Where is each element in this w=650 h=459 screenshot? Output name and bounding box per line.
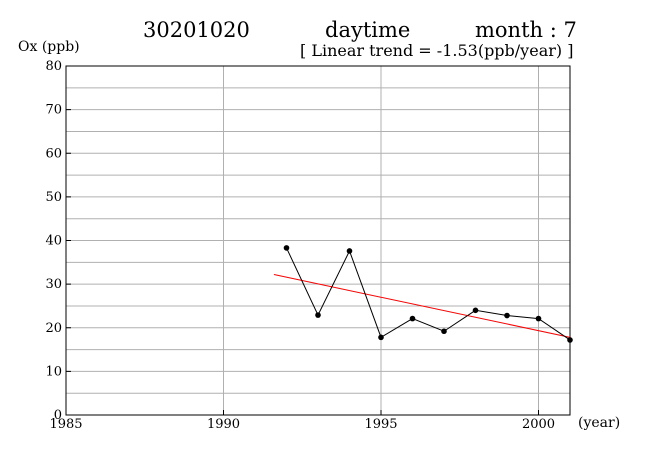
- y-tick-label: 20: [45, 321, 62, 336]
- y-tick-label: 40: [45, 234, 62, 249]
- data-point: [315, 312, 321, 318]
- x-tick-label: 2000: [522, 417, 555, 432]
- y-tick-label: 70: [45, 103, 62, 118]
- data-point: [535, 315, 542, 322]
- y-tick-label: 50: [45, 190, 62, 205]
- y-tick-label: 10: [45, 364, 62, 379]
- station-code: 30201020: [143, 18, 250, 42]
- data-point: [283, 245, 290, 251]
- y-tick-label: 80: [45, 59, 62, 74]
- y-axis-label: Ox (ppb): [18, 39, 80, 55]
- trend-line: [273, 274, 571, 338]
- data-point: [504, 312, 510, 319]
- y-tick-label: 0: [54, 408, 62, 423]
- y-tick-label: 30: [45, 277, 62, 292]
- x-tick-label: 1990: [207, 417, 240, 432]
- month-label: month : 7: [475, 18, 577, 42]
- x-axis-unit: (year): [578, 415, 621, 431]
- x-tick-label: 1995: [364, 417, 397, 432]
- data-point: [409, 315, 416, 322]
- series-line: [286, 247, 571, 341]
- x-tick-label: 1985: [49, 417, 82, 432]
- data-point: [378, 334, 384, 341]
- trend-label: [ Linear trend = -1.53(ppb/year) ]: [300, 41, 574, 60]
- data-point: [472, 307, 479, 314]
- data-point: [567, 337, 573, 343]
- data-point: [441, 328, 447, 335]
- y-tick-label: 60: [45, 146, 62, 161]
- period-label: daytime: [325, 18, 411, 42]
- data-point: [346, 248, 353, 254]
